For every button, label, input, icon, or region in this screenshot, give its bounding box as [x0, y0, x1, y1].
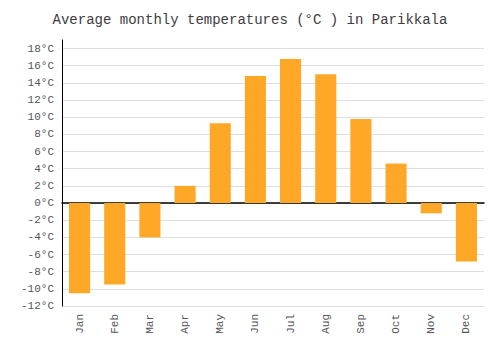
svg-text:10°C: 10°C — [28, 111, 55, 123]
svg-text:8°C: 8°C — [34, 128, 54, 140]
svg-text:6°C: 6°C — [34, 146, 54, 158]
svg-text:Dec: Dec — [460, 314, 472, 334]
svg-text:Jun: Jun — [249, 314, 261, 334]
svg-text:-4°C: -4°C — [28, 231, 55, 243]
svg-text:Nov: Nov — [425, 314, 437, 334]
svg-text:May: May — [214, 314, 226, 334]
svg-text:-12°C: -12°C — [21, 300, 54, 312]
svg-text:-6°C: -6°C — [28, 249, 55, 261]
svg-text:16°C: 16°C — [28, 60, 55, 72]
svg-text:Jul: Jul — [285, 314, 297, 334]
svg-text:Feb: Feb — [109, 314, 121, 334]
svg-text:-8°C: -8°C — [28, 266, 55, 278]
svg-text:Oct: Oct — [390, 314, 402, 334]
svg-text:Average monthly temperatures (: Average monthly temperatures (°C ) in Pa… — [53, 12, 448, 28]
svg-text:-2°C: -2°C — [28, 214, 55, 226]
svg-text:14°C: 14°C — [28, 77, 55, 89]
svg-text:Jan: Jan — [74, 314, 86, 334]
svg-text:0°C: 0°C — [34, 197, 54, 209]
svg-text:18°C: 18°C — [28, 43, 55, 55]
svg-text:2°C: 2°C — [34, 180, 54, 192]
svg-text:Aug: Aug — [320, 314, 332, 334]
svg-text:-10°C: -10°C — [21, 283, 54, 295]
svg-text:4°C: 4°C — [34, 163, 54, 175]
svg-text:12°C: 12°C — [28, 94, 55, 106]
svg-text:Sep: Sep — [355, 314, 367, 334]
svg-text:Mar: Mar — [144, 314, 156, 334]
svg-text:Apr: Apr — [179, 314, 191, 334]
